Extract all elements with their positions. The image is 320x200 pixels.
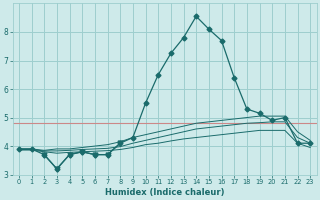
X-axis label: Humidex (Indice chaleur): Humidex (Indice chaleur) xyxy=(105,188,224,197)
